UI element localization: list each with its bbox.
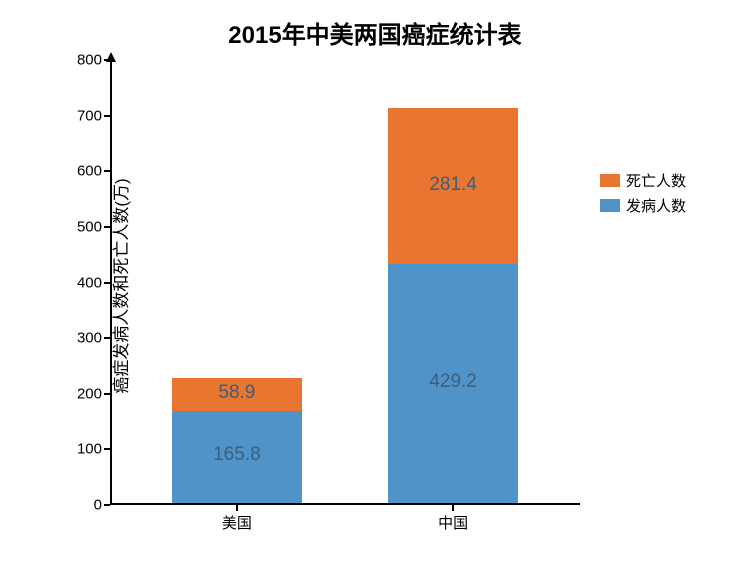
y-tick-label: 500 (52, 218, 102, 235)
plot-area: 0100200300400500600700800美国165.858.9中国42… (110, 60, 580, 505)
y-tick (104, 170, 110, 172)
y-tick-label: 300 (52, 330, 102, 347)
y-tick-label: 700 (52, 107, 102, 124)
value-label: 429.2 (388, 371, 518, 393)
legend-label: 死亡人数 (626, 170, 686, 191)
x-tick-label: 中国 (438, 512, 468, 533)
x-axis (110, 503, 580, 505)
x-tick (236, 505, 238, 511)
y-tick-label: 100 (52, 441, 102, 458)
value-label: 281.4 (388, 174, 518, 196)
legend: 死亡人数发病人数 (600, 170, 686, 220)
value-label: 165.8 (172, 444, 302, 466)
bar-cn: 429.2 281.4 (388, 108, 518, 503)
y-tick (104, 393, 110, 395)
legend-label: 发病人数 (626, 195, 686, 216)
value-label: 58.9 (172, 382, 302, 404)
legend-swatch (600, 174, 620, 187)
y-tick (104, 282, 110, 284)
legend-item-deaths: 死亡人数 (600, 170, 686, 191)
y-tick (104, 115, 110, 117)
y-tick (104, 59, 110, 61)
y-tick-label: 0 (52, 497, 102, 514)
y-tick (104, 337, 110, 339)
y-tick-label: 600 (52, 163, 102, 180)
y-tick (104, 504, 110, 506)
bar-us: 165.8 58.9 (172, 378, 302, 503)
legend-swatch (600, 199, 620, 212)
y-axis (110, 60, 112, 505)
x-tick (452, 505, 454, 511)
y-tick-label: 400 (52, 274, 102, 291)
y-tick-label: 800 (52, 52, 102, 69)
y-tick-label: 200 (52, 385, 102, 402)
y-tick (104, 226, 110, 228)
chart-title: 2015年中美两国癌症统计表 (0, 15, 750, 50)
y-tick (104, 448, 110, 450)
legend-item-incidence: 发病人数 (600, 195, 686, 216)
x-tick-label: 美国 (222, 512, 252, 533)
